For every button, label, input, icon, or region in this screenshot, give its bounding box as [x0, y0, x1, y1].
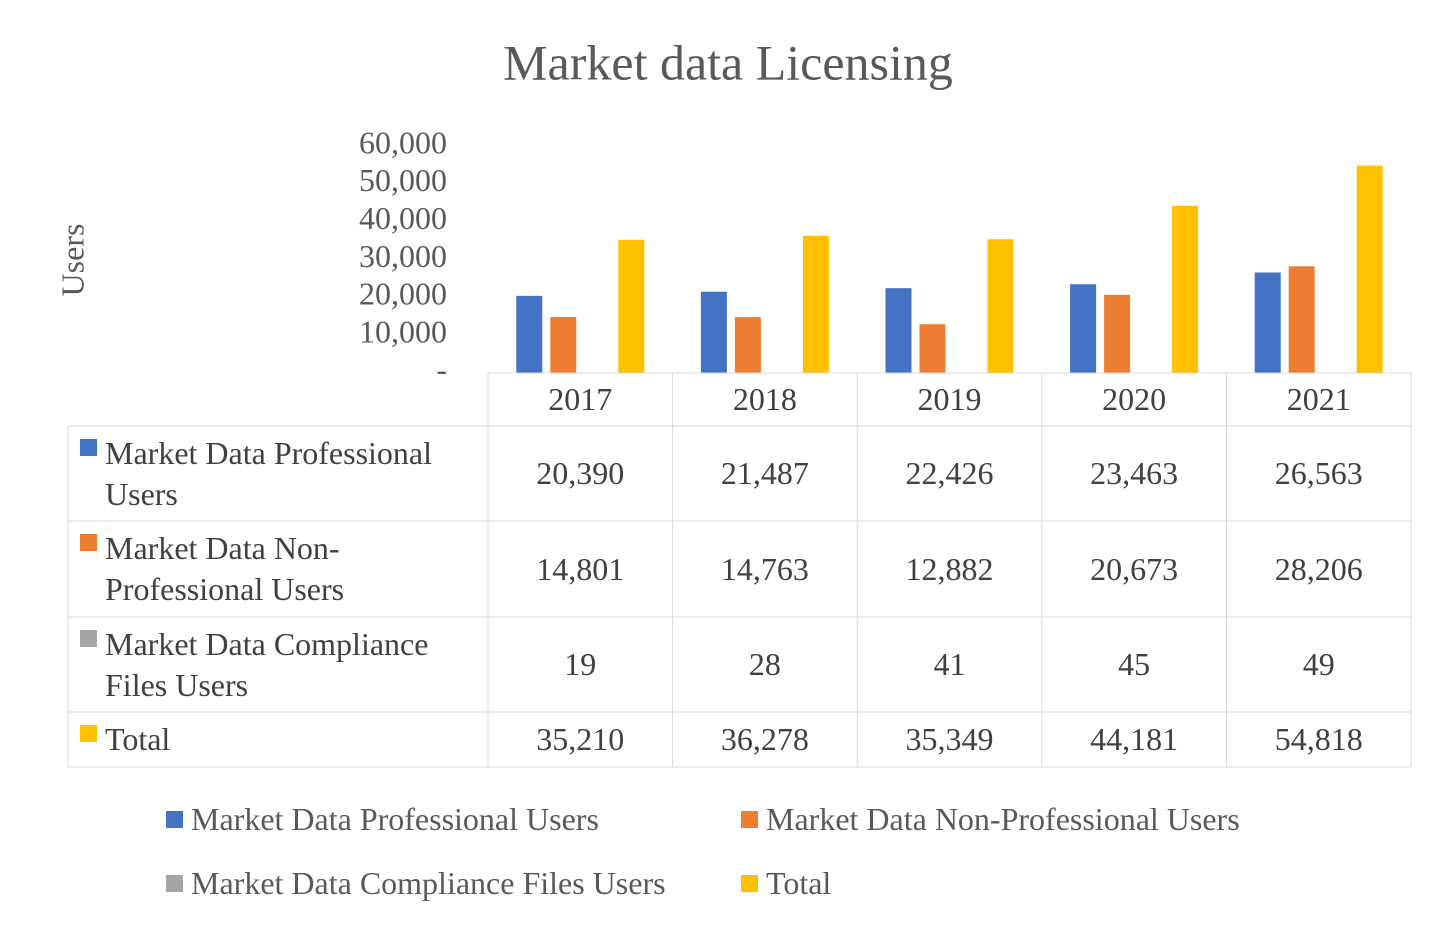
series-name: Total [105, 721, 171, 757]
bar [987, 239, 1014, 373]
legend-label: Market Data Professional Users [191, 800, 599, 837]
table-value: 23,463 [1090, 455, 1179, 491]
legend-marker [80, 439, 97, 456]
legend-item: Market Data Compliance Files Users [166, 863, 666, 903]
legend-item: Total [741, 863, 831, 903]
legend-label: Market Data Non-Professional Users [766, 800, 1240, 837]
table-value: 19 [564, 646, 597, 682]
legend-marker [80, 725, 97, 742]
bar [700, 291, 727, 373]
bar [550, 317, 577, 373]
table-value: 36,278 [720, 721, 809, 757]
series-name: Market Data Compliance Files Users [105, 625, 429, 703]
y-tick-label: 40,000 [359, 200, 447, 236]
table-value: 35,349 [905, 721, 994, 757]
y-tick-label: - [436, 351, 447, 387]
legend-label: Total [766, 864, 832, 901]
bar [734, 317, 761, 373]
table-value: 14,801 [536, 550, 625, 587]
y-tick-label: 60,000 [359, 124, 447, 160]
bar [1288, 266, 1315, 373]
series-name: Market Data Non-Professional Users [105, 530, 345, 607]
table-row-label: Market Data Professional Users [68, 426, 488, 521]
legend-label: Market Data Compliance Files Users [191, 864, 666, 901]
x-tick-label: 2021 [1286, 381, 1351, 417]
bar [1104, 294, 1131, 373]
bar [1172, 205, 1199, 373]
legend-marker [80, 630, 97, 647]
legend-marker [80, 534, 97, 551]
table-row-label: Market Data Compliance Files Users [68, 617, 488, 712]
bar [802, 235, 829, 373]
legend-marker [166, 874, 183, 892]
table-row-label: Total [68, 712, 488, 767]
bar [618, 239, 645, 373]
table-value: 21,487 [720, 455, 809, 491]
legend-item: Market Data Non-Professional Users [741, 799, 1240, 839]
y-tick-label: 50,000 [359, 162, 447, 198]
x-tick-label: 2018 [732, 381, 797, 417]
bar [885, 288, 912, 373]
chart-title: Market data Licensing [503, 34, 953, 90]
legend-marker [166, 810, 183, 828]
table-value: 35,210 [536, 721, 625, 757]
table-value: 54,818 [1274, 721, 1363, 757]
table-value: 20,390 [536, 455, 625, 491]
bar [919, 324, 946, 373]
table-value: 12,882 [905, 550, 994, 587]
table-value: 49 [1302, 646, 1335, 682]
table-value: 26,563 [1274, 455, 1363, 491]
table-value: 14,763 [720, 550, 809, 587]
table-value: 41 [933, 646, 966, 682]
table-value: 45 [1118, 646, 1151, 682]
table-value: 28 [748, 646, 781, 682]
y-tick-label: 20,000 [359, 276, 447, 312]
y-axis-label: Users [54, 224, 90, 297]
x-tick-label: 2017 [548, 381, 613, 417]
legend-marker [741, 874, 758, 892]
legend-item: Market Data Professional Users [166, 799, 599, 839]
table-value: 22,426 [905, 455, 994, 491]
bar [1254, 272, 1281, 373]
table-row-label: Market Data Non-Professional Users [68, 521, 488, 617]
table-value: 28,206 [1274, 550, 1363, 587]
table-value: 44,181 [1090, 721, 1179, 757]
x-tick-label: 2020 [1102, 381, 1167, 417]
bar [516, 295, 543, 373]
bar [1070, 284, 1097, 373]
legend-marker [741, 810, 758, 828]
table-value: 20,673 [1090, 550, 1179, 587]
x-tick-label: 2019 [917, 381, 982, 417]
series-name: Market Data Professional Users [105, 434, 433, 512]
y-tick-label: 10,000 [359, 314, 447, 350]
bar [1356, 165, 1383, 373]
y-tick-label: 30,000 [359, 238, 447, 274]
